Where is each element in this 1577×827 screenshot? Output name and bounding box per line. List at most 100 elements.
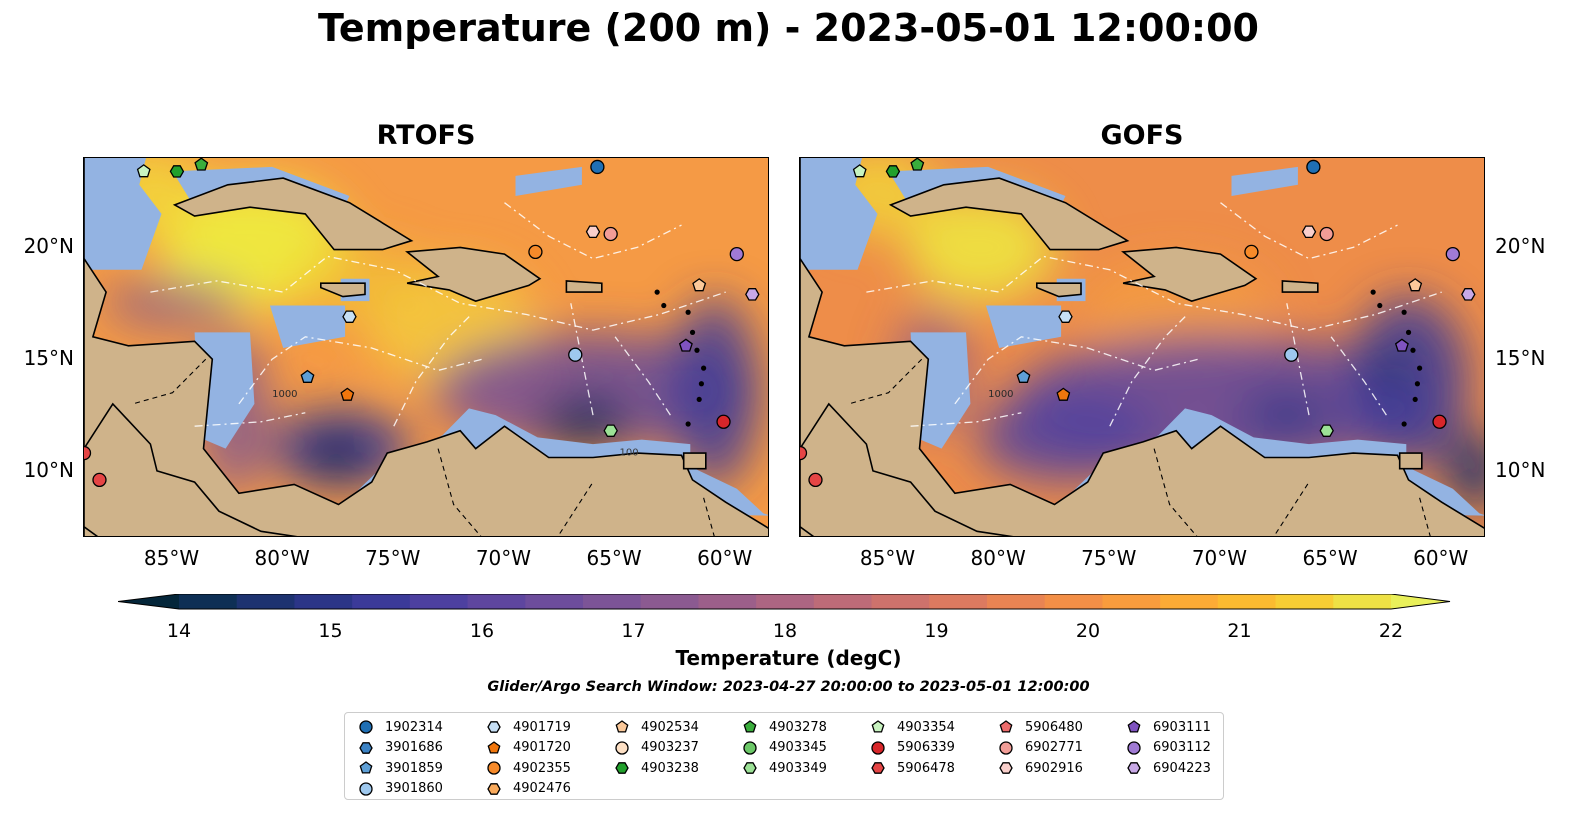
- float-marker: [852, 164, 867, 178]
- contour-label: 100: [620, 447, 639, 458]
- legend-label: 6904223: [1153, 760, 1211, 776]
- legend-label: 4901719: [513, 719, 571, 735]
- map-gofs: 1000: [799, 157, 1485, 537]
- hexagon-marker-icon: [871, 762, 885, 775]
- hexagon-marker-icon: [615, 762, 629, 775]
- float-marker: [169, 165, 185, 178]
- legend-label: 6903111: [1153, 719, 1211, 735]
- island: [1401, 421, 1407, 427]
- float-marker: [745, 288, 760, 301]
- eez-boundary: [614, 336, 671, 416]
- float-marker: [1056, 387, 1071, 401]
- legend-label: 4902355: [513, 760, 571, 776]
- lon-tick-label: 65°W: [1302, 546, 1358, 570]
- float-marker: [1445, 246, 1460, 262]
- legend-item: 4901720: [485, 738, 571, 759]
- lon-tick-label: 80°W: [254, 546, 310, 570]
- legend-item: 6903112: [1125, 738, 1211, 759]
- island: [701, 365, 707, 371]
- legend-item: 4903345: [741, 738, 827, 759]
- float-marker: [300, 369, 315, 383]
- land: [565, 280, 603, 293]
- eez-boundary: [1286, 303, 1310, 416]
- legend-label: 4903349: [769, 760, 827, 776]
- lat-tick-label: 15°N: [1495, 346, 1546, 371]
- legend-label: 6902771: [1025, 740, 1083, 756]
- float-marker: [1432, 414, 1447, 429]
- colorbar-extend-high: [1391, 594, 1450, 609]
- legend-label: 5906339: [897, 740, 955, 756]
- shelf-mask: [269, 305, 346, 348]
- legend-label: 3901860: [385, 781, 443, 797]
- pentagon-marker-icon: [1127, 720, 1141, 733]
- colorbar-tick-label: 22: [1378, 620, 1404, 642]
- float-marker: [910, 158, 925, 171]
- legend-label: 4902476: [513, 781, 571, 797]
- circle-marker-icon: [1127, 741, 1141, 755]
- island: [1417, 365, 1423, 371]
- colorbar-bin: [1275, 594, 1334, 609]
- circle-marker-icon: [359, 720, 373, 734]
- lon-tick-label: 80°W: [970, 546, 1026, 570]
- lon-tick-label: 60°W: [1413, 546, 1469, 570]
- float-marker: [729, 246, 744, 262]
- national-border: [703, 497, 715, 536]
- circle-marker-icon: [871, 741, 885, 755]
- float-marker: [1016, 369, 1031, 383]
- colorbar-bin: [698, 594, 757, 609]
- lon-tick-label: 75°W: [365, 546, 421, 570]
- colorbar-tick-label: 20: [1075, 620, 1101, 642]
- land: [888, 177, 1130, 251]
- map-rtofs: 1000 100: [83, 157, 769, 537]
- island: [654, 289, 660, 295]
- legend-item: 4903278: [741, 717, 827, 738]
- island: [696, 396, 702, 403]
- legend-item: 1902314: [357, 717, 443, 738]
- pentagon-marker-icon: [743, 720, 757, 733]
- eez-boundary: [910, 412, 1022, 427]
- legend-item: 6902916: [997, 758, 1083, 779]
- float-marker: [678, 338, 693, 352]
- island: [1370, 289, 1376, 295]
- float-marker: [1408, 278, 1423, 292]
- colorbar-bin: [1160, 594, 1219, 609]
- circle-marker-icon: [359, 782, 373, 796]
- float-marker: [342, 310, 357, 323]
- colorbar-bin: [1102, 594, 1161, 609]
- legend-item: 3901686: [357, 738, 443, 759]
- float-marker: [585, 225, 601, 239]
- float-marker: [1319, 424, 1334, 437]
- hexagon-marker-icon: [487, 721, 501, 734]
- national-border: [1419, 497, 1431, 536]
- legend-label: 4903238: [641, 760, 699, 776]
- legend-item: 6902771: [997, 738, 1083, 759]
- panel-title-rtofs: RTOFS: [376, 120, 476, 151]
- colorbar-tick-label: 16: [469, 620, 495, 642]
- circle-marker-icon: [615, 741, 629, 755]
- hexagon-marker-icon: [487, 782, 501, 795]
- legend-item: 4902355: [485, 758, 571, 779]
- island: [694, 347, 700, 353]
- hexagon-marker-icon: [359, 741, 373, 754]
- float-marker: [716, 414, 731, 429]
- colorbar-tick-label: 14: [166, 620, 192, 642]
- island: [685, 309, 691, 315]
- national-border: [559, 481, 594, 534]
- shelf-mask: [84, 158, 162, 270]
- legend-item: 5906478: [869, 758, 955, 779]
- pentagon-marker-icon: [359, 761, 373, 774]
- legend-item: 3901860: [357, 779, 443, 800]
- island: [698, 381, 705, 387]
- legend-item: 5906480: [997, 717, 1083, 738]
- national-border: [132, 358, 207, 405]
- hexagon-marker-icon: [743, 762, 757, 775]
- colorbar-bin: [583, 594, 642, 609]
- colorbar-bin: [756, 594, 815, 609]
- pentagon-marker-icon: [615, 720, 629, 733]
- lon-tick-label: 65°W: [586, 546, 642, 570]
- colorbar-tick-label: 17: [621, 620, 646, 642]
- land: [84, 402, 298, 536]
- legend-item: 4903238: [613, 758, 699, 779]
- search-window-text: Glider/Argo Search Window: 2023-04-27 20…: [487, 679, 1090, 695]
- lat-tick-label: 20°N: [23, 234, 74, 259]
